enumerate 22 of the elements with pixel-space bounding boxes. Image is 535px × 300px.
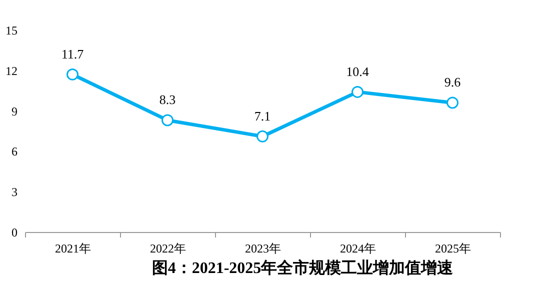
point (66, 68, 78, 80)
x-tick-label: 2025年 (435, 242, 471, 256)
point (446, 96, 458, 109)
point (162, 114, 174, 126)
text: 图4：2021-2025年全市规模工业增加值增速 (152, 259, 454, 277)
y-tick-label: 6 (12, 144, 18, 159)
y-tick-label: 15 (6, 24, 18, 38)
data-label: 7.1 (254, 108, 271, 124)
point (256, 130, 268, 142)
y-tick-label: 3 (12, 185, 18, 200)
x-tick-label: 2024年 (340, 242, 376, 256)
y-tick-label: 9 (12, 104, 18, 118)
y-tick-label: 0 (12, 226, 18, 240)
y-tick-label: 12 (6, 64, 18, 78)
data-label: 10.4 (346, 64, 370, 79)
x-tick-label: 2021年 (55, 242, 91, 256)
x-tick-label: 2022年 (150, 242, 186, 256)
data-label: 9.6 (444, 74, 462, 90)
x-tick-label: 2023年 (245, 242, 281, 256)
point (352, 86, 364, 98)
data-label: 8.3 (159, 92, 176, 108)
data-label: 11.7 (61, 46, 84, 62)
